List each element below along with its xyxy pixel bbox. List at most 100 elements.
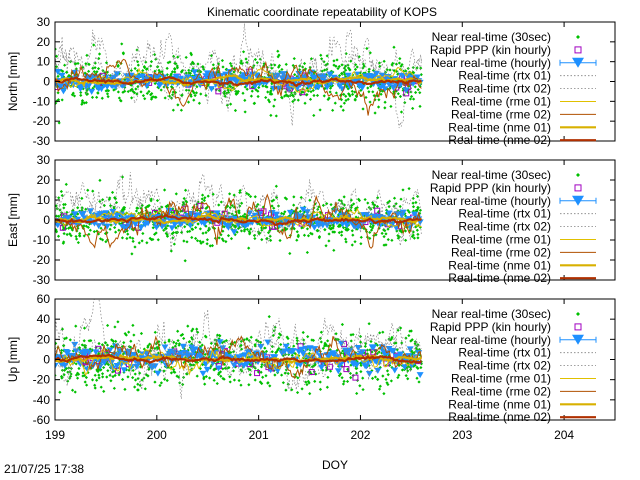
data-point: [270, 199, 274, 203]
data-point: [137, 224, 145, 231]
data-point: [410, 353, 414, 357]
data-point: [346, 347, 354, 354]
data-point: [134, 87, 138, 91]
data-point: [62, 231, 66, 236]
data-point: [308, 97, 313, 101]
data-point: [180, 93, 184, 97]
data-point: [147, 367, 151, 372]
data-point: [202, 198, 206, 203]
data-point: [66, 370, 70, 374]
data-point: [113, 362, 121, 369]
data-point: [184, 71, 188, 75]
legend-label: Rapid PPP (kin hourly): [430, 320, 551, 334]
data-point: [326, 375, 330, 379]
data-point: [195, 85, 199, 89]
data-point: [412, 71, 416, 75]
data-point: [240, 201, 244, 205]
data-point: [88, 88, 96, 95]
data-point: [363, 363, 371, 370]
data-point: [227, 211, 231, 215]
data-point: [60, 327, 65, 331]
data-point: [377, 61, 382, 65]
data-point: [326, 339, 330, 343]
y-tick-label: -20: [33, 114, 51, 128]
data-point: [217, 203, 221, 207]
data-point: [397, 61, 401, 65]
data-point: [396, 328, 400, 332]
data-point: [172, 368, 176, 372]
data-point: [189, 53, 194, 57]
data-point: [343, 72, 347, 77]
data-point: [243, 361, 251, 368]
data-point: [306, 234, 311, 238]
data-point: [62, 344, 66, 348]
data-point: [293, 90, 297, 95]
data-point: [326, 71, 334, 78]
data-point: [368, 230, 372, 235]
data-point: [207, 376, 212, 380]
data-point: [176, 339, 180, 343]
data-point: [188, 211, 196, 218]
data-point: [173, 61, 177, 65]
data-point: [134, 209, 139, 213]
data-point: [157, 68, 161, 72]
data-point: [220, 58, 225, 63]
data-point: [120, 367, 128, 374]
data-point: [296, 235, 300, 239]
data-point: [224, 338, 228, 343]
data-point: [419, 73, 423, 77]
data-point: [275, 85, 283, 92]
data-point: [313, 70, 317, 74]
data-point: [85, 92, 89, 97]
data-point: [250, 89, 254, 93]
data-point: [126, 232, 130, 236]
data-point: [99, 385, 103, 389]
data-point: [202, 375, 206, 379]
data-point: [308, 66, 312, 70]
data-point: [419, 66, 423, 70]
legend-swatch: [572, 57, 584, 68]
data-point: [217, 73, 225, 80]
y-tick-label: 0: [43, 353, 50, 367]
data-point: [295, 70, 303, 77]
data-point: [406, 369, 410, 373]
data-point: [85, 349, 93, 356]
data-point: [392, 353, 400, 360]
data-point: [190, 235, 194, 240]
data-point: [114, 339, 118, 343]
data-point: [64, 366, 68, 370]
data-point: [226, 234, 231, 238]
data-point: [190, 342, 194, 346]
data-point: [230, 204, 234, 208]
data-point: [183, 259, 187, 263]
data-point: [273, 373, 277, 377]
data-point: [328, 369, 333, 373]
data-point: [411, 196, 415, 200]
data-point: [195, 374, 199, 378]
data-point: [354, 215, 358, 219]
data-point: [302, 61, 307, 66]
data-point: [105, 92, 110, 96]
data-point: [100, 96, 104, 100]
data-point: [57, 214, 61, 218]
data-point: [353, 362, 361, 369]
data-point: [380, 351, 384, 355]
data-point: [182, 239, 186, 243]
data-point: [188, 229, 192, 233]
data-point: [105, 343, 110, 347]
data-point: [59, 224, 66, 231]
data-point: [307, 351, 311, 356]
data-point: [60, 193, 64, 198]
data-point: [82, 339, 86, 343]
data-point: [407, 333, 411, 338]
data-point: [215, 365, 223, 372]
data-point: [355, 371, 359, 375]
data-point: [142, 65, 147, 70]
data-point: [411, 106, 415, 111]
data-point: [92, 349, 100, 356]
series-thin-line-6: [55, 58, 422, 116]
data-point: [65, 210, 69, 214]
data-point: [190, 329, 194, 333]
data-point: [269, 238, 273, 242]
data-point: [301, 74, 309, 81]
